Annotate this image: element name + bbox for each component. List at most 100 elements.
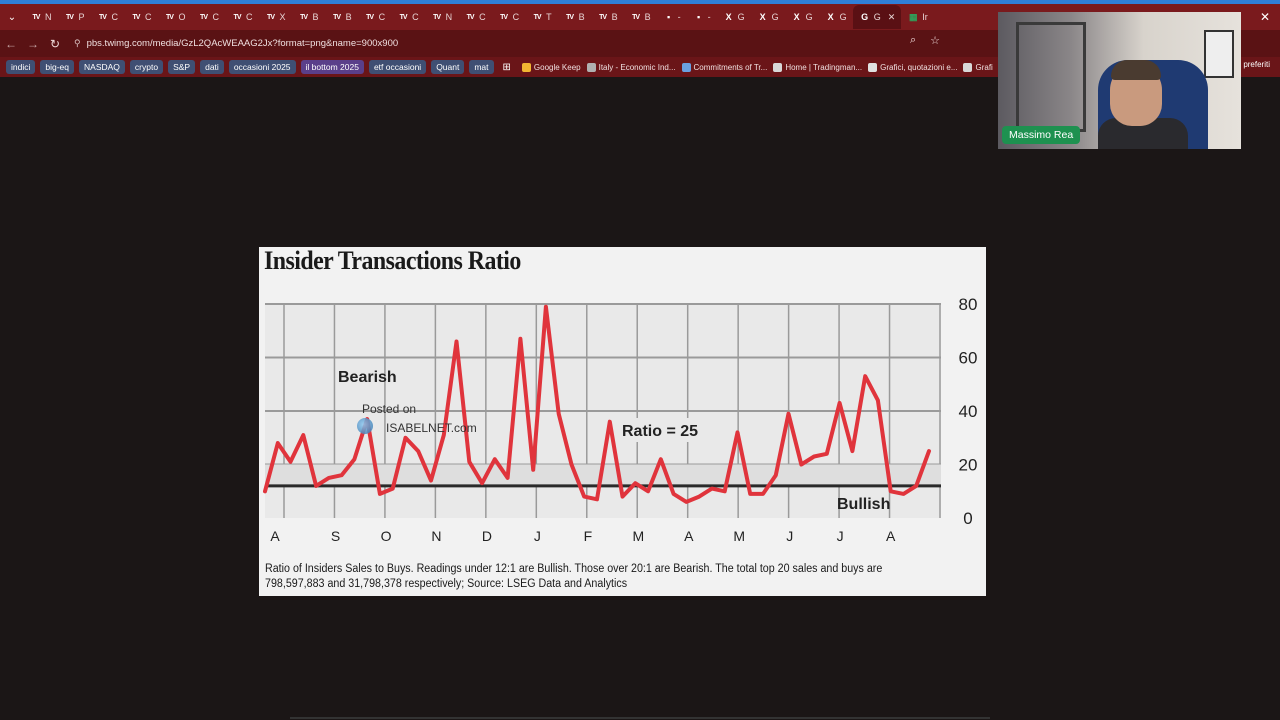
site-info-icon[interactable]: ⚲ [74,38,81,48]
tv-favicon-icon: TV [32,13,41,21]
x-favicon-icon: X [827,12,834,22]
browser-tab-label: N [45,12,52,22]
bookmark-folders: indici big-eq NASDAQ crypto S&P dati occasioni… [6,60,494,74]
bookmark-folder[interactable]: Quant [431,60,465,74]
data-point [455,340,458,343]
data-point [633,481,637,485]
browser-tab[interactable]: TV B [558,5,591,29]
browser-tab[interactable]: TV C [124,5,158,29]
browser-tab[interactable]: TV C [192,5,226,29]
bookmark-link[interactable]: Italy - Economic Ind... [586,62,676,72]
bookmark-folder[interactable]: NASDAQ [79,60,125,74]
browser-tab-label: B [578,12,585,22]
browser-tab[interactable]: TV C [358,5,392,29]
url-field[interactable]: ⚲ pbs.twimg.com/media/GzL2QAcWEAAG2Jx?fo… [74,38,894,49]
bookmark-folder[interactable]: mat [469,60,494,74]
tv-favicon-icon: TV [333,13,341,21]
browser-tab-label: C [479,12,486,22]
chart-title: Insider Transactions Ratio [264,246,521,275]
bookmark-favicon-icon [773,62,783,72]
bookmark-star-icon[interactable]: ☆ [930,35,940,47]
browser-tab[interactable]: TV C [91,5,125,29]
bookmark-folder[interactable]: S&P [168,60,196,74]
watermark-line2: ISABELNET.com [386,421,477,435]
img-favicon-icon: ▪ [697,12,701,22]
webcam-frame [1204,30,1234,78]
bookmark-folder[interactable]: indici [6,60,36,74]
data-point [518,337,522,341]
bookmark-link[interactable]: Home | Tradingman... [773,62,862,72]
browser-tab[interactable]: ▪ - [687,5,717,29]
browser-tab[interactable]: G G ✕ [852,5,902,29]
browser-tab-label: B [312,12,319,22]
bookmark-folder[interactable]: occasioni 2025 [228,60,296,74]
tv-favicon-icon: TV [466,13,475,21]
tv-favicon-icon: TV [267,13,275,21]
data-point [442,433,446,437]
bookmark-link[interactable]: Commitments of Tr... [681,62,767,72]
webcam-shelf [1016,22,1086,132]
bookmark-link[interactable]: Google Keep [521,62,581,72]
browser-tab[interactable]: TV N [425,5,459,29]
bookmark-folder[interactable]: il bottom 2025 [300,60,364,74]
back-icon[interactable]: ← [5,36,17,51]
apps-grid-icon[interactable]: ⊞ [502,61,511,73]
tab-search-icon[interactable]: ⌄ [7,11,17,23]
webcam-person-hair [1111,60,1161,80]
bookmark-folder[interactable]: dati [200,60,224,74]
zoom-icon[interactable]: ⌕ [909,34,917,46]
forward-icon[interactable]: → [27,36,39,51]
browser-tab[interactable]: TV C [225,5,259,29]
tab-list: TV N TV P TV C TV C TV O TV C TV C TV X TV B TV B TV C TV C TV N T… [24,5,934,29]
browser-tab[interactable]: ▦ Ir [901,5,934,29]
data-point [582,495,586,499]
data-point [467,460,471,464]
browser-tab[interactable]: TV X [259,5,292,29]
y-tick-label: 60 [959,349,978,368]
bookmarks-right-label[interactable]: preferiti [1243,60,1270,69]
browser-tab[interactable]: TV C [458,5,492,29]
bookmark-folder[interactable]: etf occasioni [368,60,427,74]
browser-tab[interactable]: TV O [158,5,192,29]
browser-tab-label: - [707,12,711,22]
browser-tab[interactable]: ▪ - [657,5,687,29]
data-point [327,476,331,480]
reload-icon[interactable]: ↻ [49,36,61,51]
window-close-icon[interactable]: ✕ [1259,10,1270,24]
browser-tab-label: B [611,12,618,22]
bookmark-link[interactable]: Grafi [963,62,993,72]
bookmark-folder[interactable]: crypto [129,60,164,74]
browser-tab[interactable]: TV T [525,5,558,29]
bottom-divider [290,717,990,719]
img-favicon-icon: ▪ [667,12,671,22]
watermark: Posted on ISABELNET.com [357,402,477,435]
x-tick-label: J [837,528,844,544]
browser-tab[interactable]: TV B [325,5,358,29]
chart-svg: 0 20 40 60 80 A S O N D J F M A M J J A Bearish Bullish Rati… [263,295,978,544]
bookmark-link[interactable]: Grafici, quotazioni e... [868,62,957,72]
browser-tab[interactable]: TV C [391,5,425,29]
browser-tab-label: T [546,12,552,22]
data-point [927,449,931,453]
data-point [850,449,854,453]
bookmark-folder[interactable]: big-eq [40,60,75,74]
browser-tab[interactable]: TV B [624,5,657,29]
tab-close-icon[interactable]: ✕ [887,11,896,22]
browser-tab[interactable]: TV P [58,5,91,29]
browser-tab[interactable]: TV B [292,5,325,29]
browser-tab[interactable]: TV B [591,5,624,29]
tv-favicon-icon: TV [300,13,308,21]
browser-tab-label: G [771,12,779,22]
data-point [889,489,893,493]
browser-tab[interactable]: TV C [492,5,526,29]
data-point [684,500,688,504]
browser-tab-label: G [839,12,847,22]
browser-tab-label: B [345,12,352,22]
bookmark-favicon-icon [681,62,691,72]
data-point [301,433,305,437]
browser-tab[interactable]: TV N [24,5,58,29]
